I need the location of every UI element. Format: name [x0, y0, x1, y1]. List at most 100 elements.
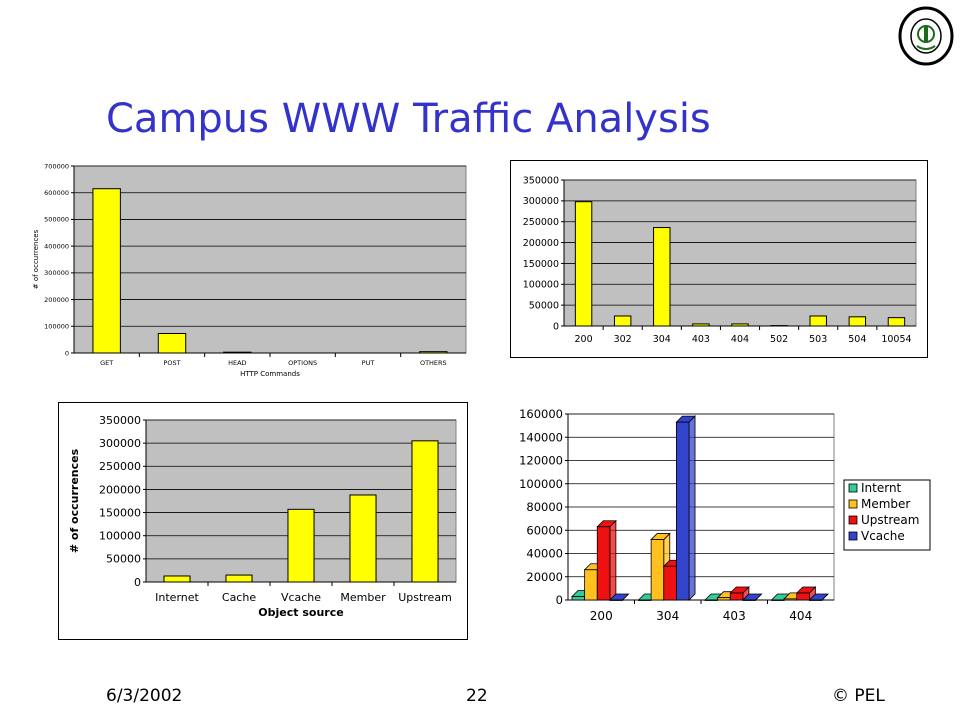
x-axis-title: Object source — [258, 606, 343, 619]
y-tick-label: 350000 — [523, 175, 559, 186]
y-tick-label: 600000 — [44, 189, 69, 197]
x-tick-label: 304 — [656, 609, 679, 623]
status-codes-chart: 0 50000 100000 150000 200000 250000 300000 3500… — [510, 160, 928, 358]
x-tick-label: 200 — [590, 609, 613, 623]
y-tick-label: 500000 — [44, 216, 69, 224]
x-tick-label: GET — [100, 359, 113, 367]
y-tick-label: 80000 — [526, 500, 563, 514]
bar — [742, 599, 756, 601]
bar — [419, 351, 448, 354]
x-tick-label: Upstream — [398, 591, 452, 604]
y-tick-label: 200000 — [44, 296, 69, 304]
bar — [163, 575, 191, 583]
y-tick-label: 300000 — [99, 437, 141, 450]
bar — [729, 592, 744, 601]
bar — [349, 494, 377, 583]
bar-side — [688, 415, 696, 601]
x-tick-label: 502 — [770, 334, 788, 345]
x-tick-label: OPTIONS — [288, 359, 317, 367]
x-tick-label: Cache — [222, 591, 256, 604]
x-tick-label: 403 — [692, 334, 710, 345]
object-source-chart: 0 50000 100000 150000 200000 250000 300000 3500… — [58, 402, 468, 640]
x-tick-label: 403 — [723, 609, 746, 623]
x-tick-label: Member — [340, 591, 386, 604]
y-tick-label: 160000 — [519, 407, 563, 421]
y-tick-label: 60000 — [526, 523, 563, 537]
legend-swatch — [848, 515, 858, 525]
legend-label: Internt — [861, 481, 902, 495]
y-tick-label: 50000 — [529, 300, 559, 311]
plot-area — [73, 165, 467, 354]
bar — [783, 598, 798, 601]
y-tick-label: 200000 — [99, 483, 141, 496]
bar — [771, 599, 785, 601]
x-tick-label: Internet — [155, 591, 199, 604]
y-tick-label: 100000 — [99, 530, 141, 543]
bar — [411, 440, 439, 583]
pel-logo — [898, 6, 954, 66]
bar — [887, 317, 906, 327]
bar — [571, 596, 586, 601]
footer-page-number: 22 — [466, 686, 488, 706]
y-tick-label: 250000 — [99, 460, 141, 473]
bar — [809, 315, 827, 327]
x-tick-label: 304 — [653, 334, 671, 345]
x-tick-label: OTHERS — [420, 359, 447, 367]
y-axis-title: # of occurrences — [32, 229, 40, 289]
y-tick-label: 50000 — [106, 553, 141, 566]
bar — [223, 351, 252, 354]
x-tick-label: 302 — [614, 334, 632, 345]
slide-title: Campus WWW Traffic Analysis — [106, 96, 711, 142]
status-by-source-chart: 0 20000 40000 60000 80000 100000 120000 140000 1… — [504, 404, 938, 630]
bar — [596, 526, 611, 601]
y-tick-label: 140000 — [519, 430, 563, 444]
footer-copyright: © PEL — [832, 686, 885, 706]
bar — [848, 316, 867, 327]
y-tick-label: 250000 — [523, 217, 559, 228]
x-tick-label: 10054 — [881, 334, 911, 345]
y-tick-label: 300000 — [523, 196, 559, 207]
bar-side — [609, 519, 617, 601]
plot-area — [563, 179, 917, 327]
legend-swatch — [848, 531, 858, 541]
bar — [287, 508, 315, 583]
bar — [613, 315, 632, 327]
bar — [609, 599, 623, 601]
y-tick-label: 0 — [556, 593, 563, 607]
bar — [663, 565, 677, 601]
bar — [92, 188, 121, 354]
x-axis-title: HTTP Commands — [240, 370, 300, 378]
y-tick-label: 100000 — [523, 280, 559, 291]
y-tick-label: 700000 — [44, 162, 69, 170]
bar — [731, 323, 749, 327]
y-tick-label: 20000 — [526, 570, 563, 584]
footer-date: 6/3/2002 — [106, 686, 183, 706]
bar — [808, 599, 823, 601]
legend-swatch — [848, 483, 858, 493]
bar — [704, 599, 719, 601]
legend-label: Upstream — [861, 513, 919, 527]
bar — [653, 227, 671, 327]
bar — [692, 323, 710, 327]
bar — [796, 592, 810, 601]
bar — [225, 574, 253, 583]
legend-box — [843, 479, 931, 551]
y-tick-label: 200000 — [523, 238, 559, 249]
chart-svg: 0 50000 100000 150000 200000 250000 300000 3500… — [58, 402, 468, 640]
x-tick-label: POST — [163, 359, 180, 367]
http-commands-chart: 0 100000 200000 300000 400000 500000 600000 700… — [30, 158, 470, 390]
bar — [584, 569, 598, 601]
y-axis-title: # of occurrences — [68, 448, 81, 553]
chart-svg: 0 50000 100000 150000 200000 250000 300000 3500… — [510, 160, 928, 358]
chart-svg: 0 20000 40000 60000 80000 100000 120000 140000 1… — [519, 407, 931, 623]
x-tick-label: PUT — [362, 359, 375, 367]
bar — [638, 599, 652, 601]
y-tick-label: 120000 — [519, 454, 563, 468]
y-tick-label: 100000 — [519, 477, 563, 491]
y-tick-label: 150000 — [523, 259, 559, 270]
y-tick-label: 40000 — [526, 547, 563, 561]
y-tick-label: 0 — [134, 576, 141, 589]
y-tick-label: 0 — [553, 321, 559, 332]
y-tick-label: 300000 — [44, 269, 69, 277]
y-tick-label: 350000 — [99, 414, 141, 427]
